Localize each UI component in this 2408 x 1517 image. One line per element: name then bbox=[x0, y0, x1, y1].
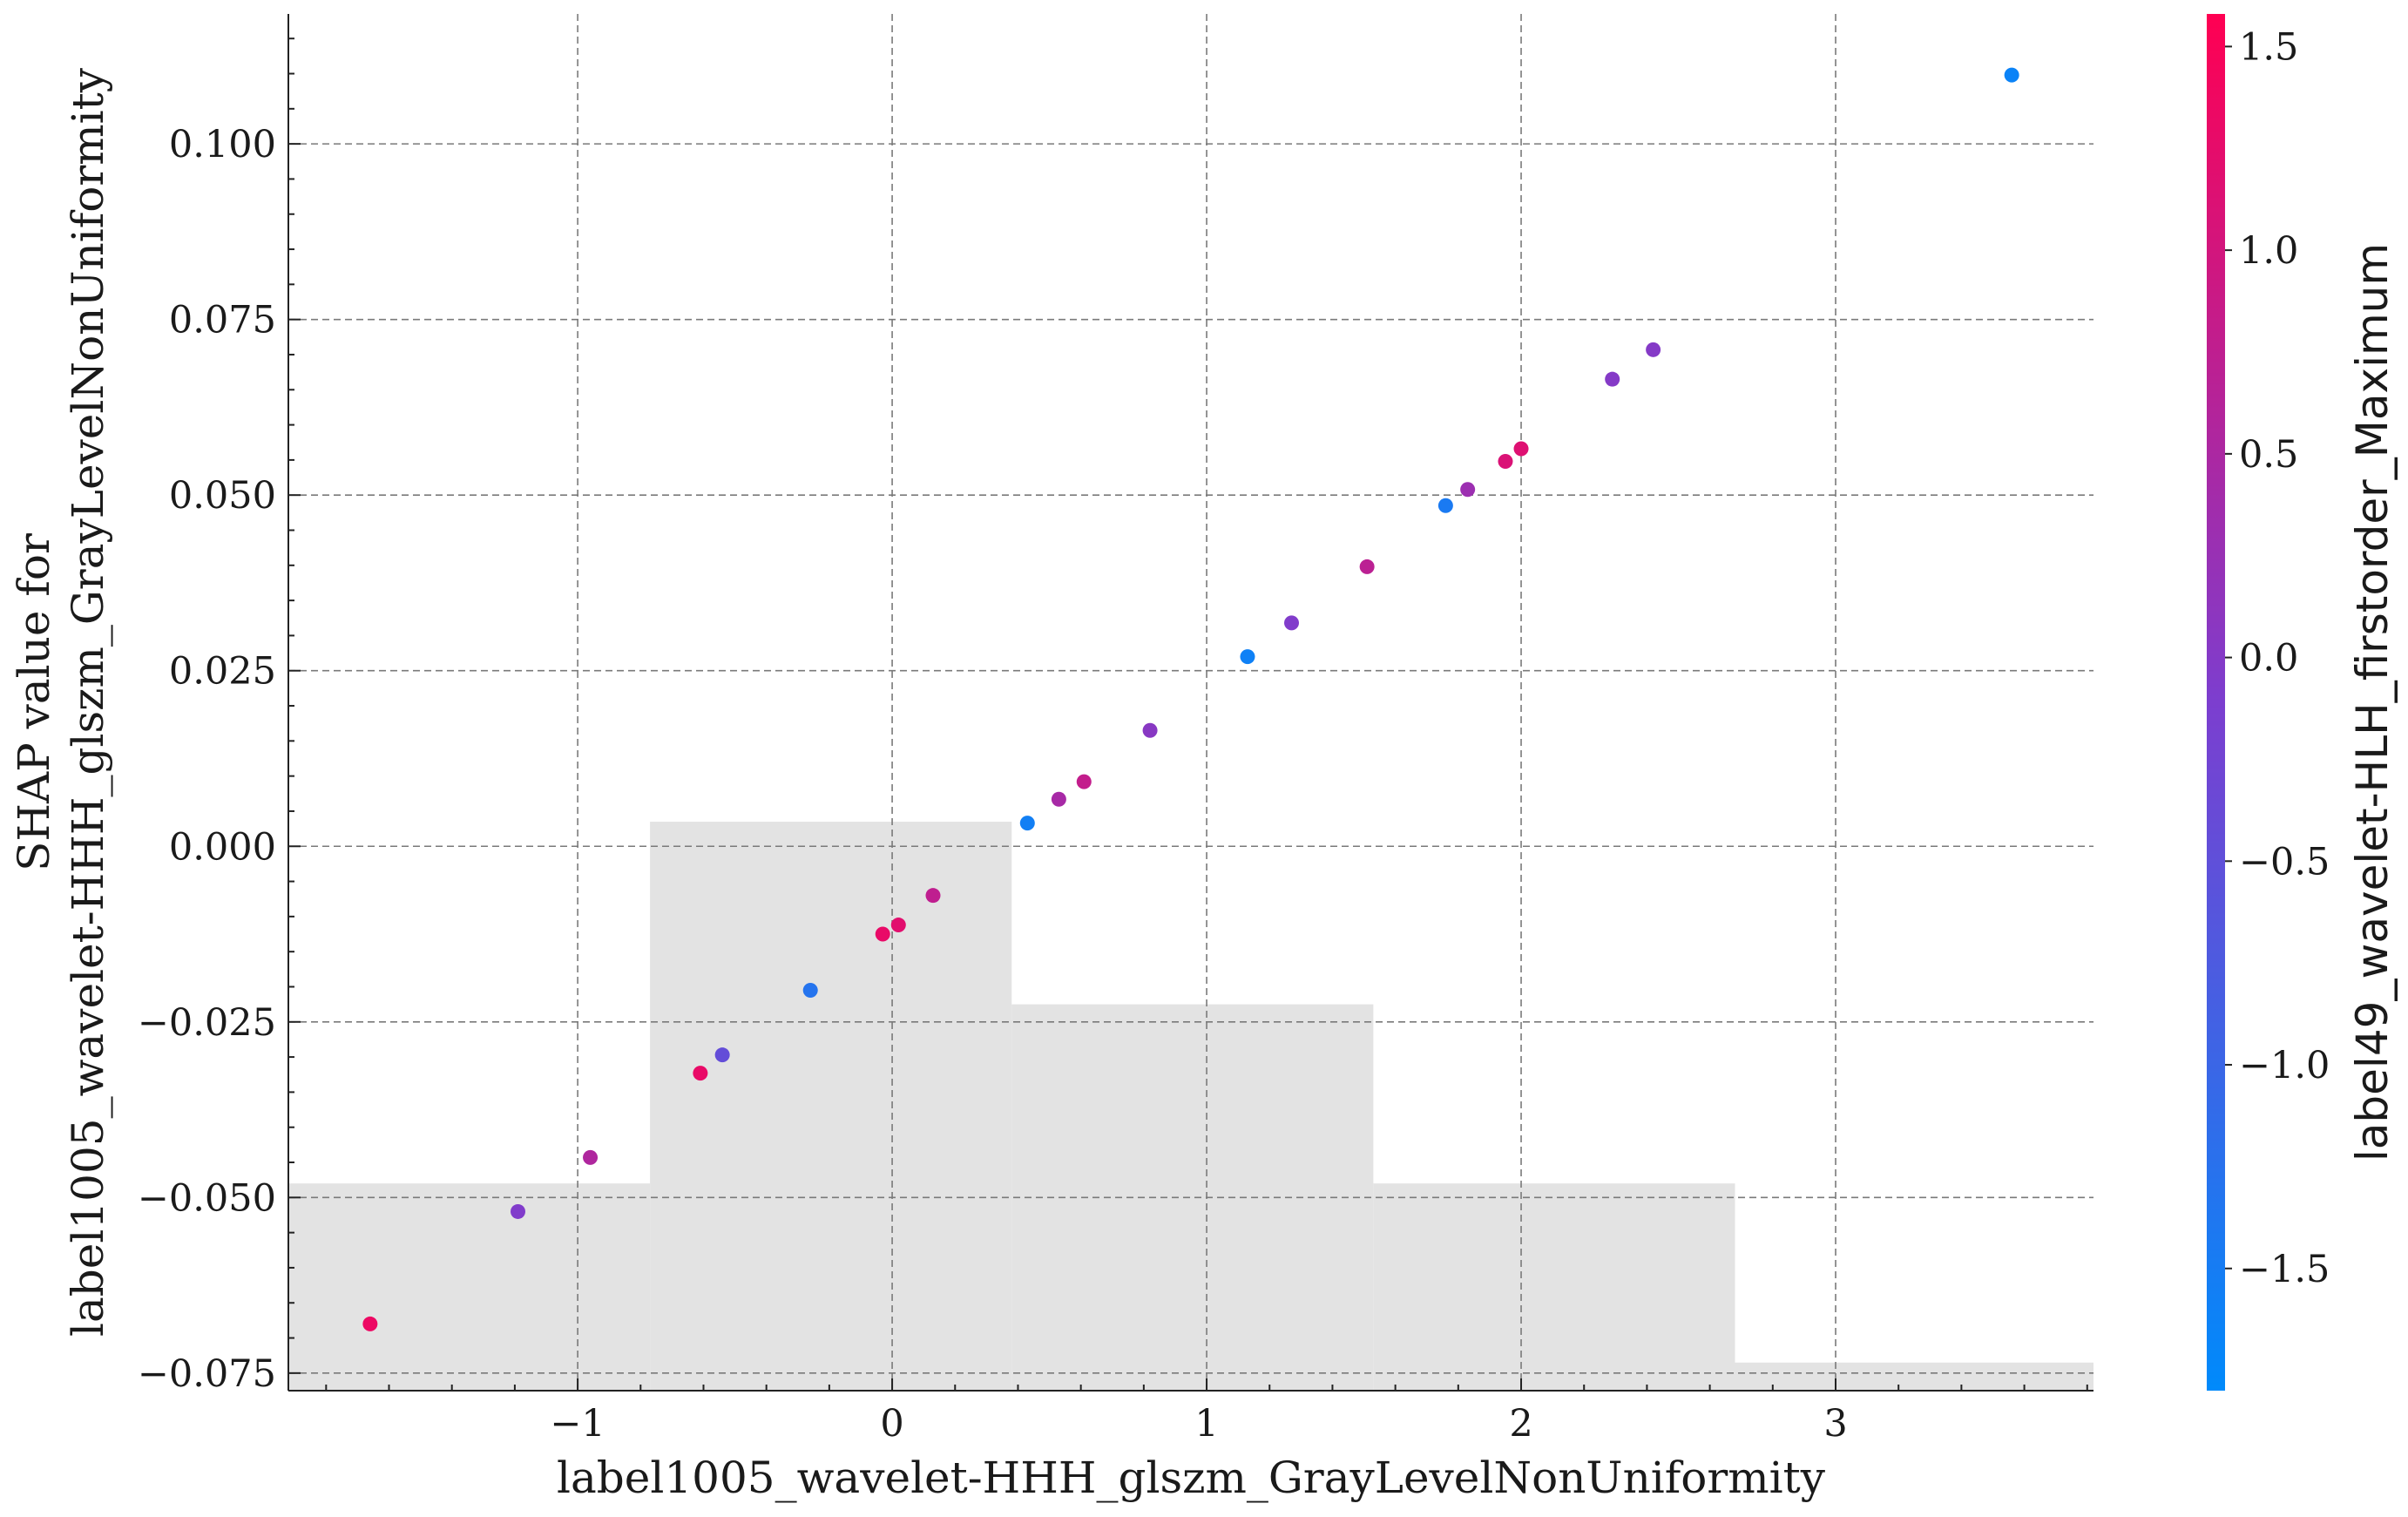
colorbar-tick-label-0: −1.5 bbox=[2239, 1248, 2330, 1291]
scatter-point-12 bbox=[1142, 722, 1158, 738]
histogram-bars bbox=[288, 822, 2093, 1391]
scatter-point-10 bbox=[1051, 791, 1066, 807]
colorbar-tick-label-2: −0.5 bbox=[2239, 840, 2330, 884]
scatter-point-8 bbox=[925, 888, 941, 904]
x-tick-label-1: 0 bbox=[880, 1402, 903, 1446]
x-tick-label-0: −1 bbox=[550, 1402, 605, 1446]
y-tick-label-2: −0.025 bbox=[138, 1001, 276, 1045]
histogram-bar-3 bbox=[1373, 1183, 1735, 1391]
scatter-point-0 bbox=[362, 1316, 378, 1331]
scatter-point-22 bbox=[2004, 67, 2019, 83]
scatter-point-3 bbox=[693, 1066, 708, 1081]
colorbar: −1.5 −1.0 −0.5 0.0 0.5 1.0 1.5 label49_wavelet… bbox=[2207, 14, 2398, 1391]
histogram-bar-1 bbox=[650, 822, 1012, 1391]
x-ticks: −1 0 1 2 3 bbox=[325, 1378, 2088, 1446]
scatter-points bbox=[362, 67, 2019, 1331]
colorbar-tick-label-1: −1.0 bbox=[2239, 1044, 2330, 1087]
colorbar-tick-label-4: 0.5 bbox=[2239, 433, 2298, 477]
scatter-point-9 bbox=[1019, 816, 1035, 831]
y-axis-title-line-2: label1005_wavelet-HHH_glszm_GrayLevelNon… bbox=[63, 67, 113, 1337]
scatter-point-16 bbox=[1437, 498, 1453, 513]
y-ticks: −0.075 −0.050 −0.025 0.000 0.025 0.050 0.075 0.… bbox=[138, 37, 301, 1396]
x-tick-label-3: 2 bbox=[1509, 1402, 1532, 1446]
x-tick-label-2: 1 bbox=[1194, 1402, 1218, 1446]
y-tick-label-1: −0.050 bbox=[138, 1176, 276, 1220]
y-tick-label-3: 0.000 bbox=[169, 825, 276, 869]
histogram-bar-0 bbox=[288, 1183, 651, 1391]
scatter-point-13 bbox=[1240, 649, 1255, 665]
histogram-bar-4 bbox=[1735, 1362, 2093, 1391]
scatter-point-19 bbox=[1513, 441, 1529, 457]
x-axis-title: label1005_wavelet-HHH_glszm_GrayLevelNon… bbox=[557, 1453, 1826, 1503]
colorbar-tick-label-5: 1.0 bbox=[2239, 229, 2298, 273]
grid-lines bbox=[288, 14, 2093, 1391]
scatter-point-7 bbox=[890, 918, 906, 933]
colorbar-title: label49_wavelet-HLH_firstorder_Maximum bbox=[2347, 243, 2398, 1161]
scatter-point-18 bbox=[1498, 454, 1513, 469]
y-tick-label-4: 0.025 bbox=[169, 650, 276, 694]
colorbar-tick-label-3: 0.0 bbox=[2239, 637, 2298, 681]
y-tick-label-5: 0.050 bbox=[169, 474, 276, 518]
colorbar-gradient bbox=[2207, 14, 2225, 1391]
y-axis-title-line-1: SHAP value for bbox=[9, 533, 59, 871]
colorbar-ticks: −1.5 −1.0 −0.5 0.0 0.5 1.0 1.5 bbox=[2225, 25, 2330, 1291]
scatter-point-21 bbox=[1646, 342, 1661, 357]
scatter-point-2 bbox=[583, 1149, 599, 1165]
y-tick-label-0: −0.075 bbox=[138, 1352, 276, 1396]
scatter-point-17 bbox=[1460, 482, 1476, 498]
scatter-point-1 bbox=[511, 1203, 526, 1219]
scatter-point-14 bbox=[1284, 615, 1300, 631]
x-tick-label-4: 3 bbox=[1823, 1402, 1847, 1446]
scatter-point-5 bbox=[802, 983, 818, 999]
y-tick-label-6: 0.075 bbox=[169, 299, 276, 342]
y-tick-label-7: 0.100 bbox=[169, 123, 276, 166]
scatter-point-20 bbox=[1605, 371, 1620, 387]
scatter-point-15 bbox=[1359, 559, 1375, 574]
scatter-point-11 bbox=[1076, 774, 1092, 789]
scatter-point-4 bbox=[714, 1047, 730, 1063]
scatter-point-6 bbox=[875, 926, 890, 942]
colorbar-tick-label-6: 1.5 bbox=[2239, 25, 2298, 69]
axes bbox=[287, 14, 2093, 1392]
